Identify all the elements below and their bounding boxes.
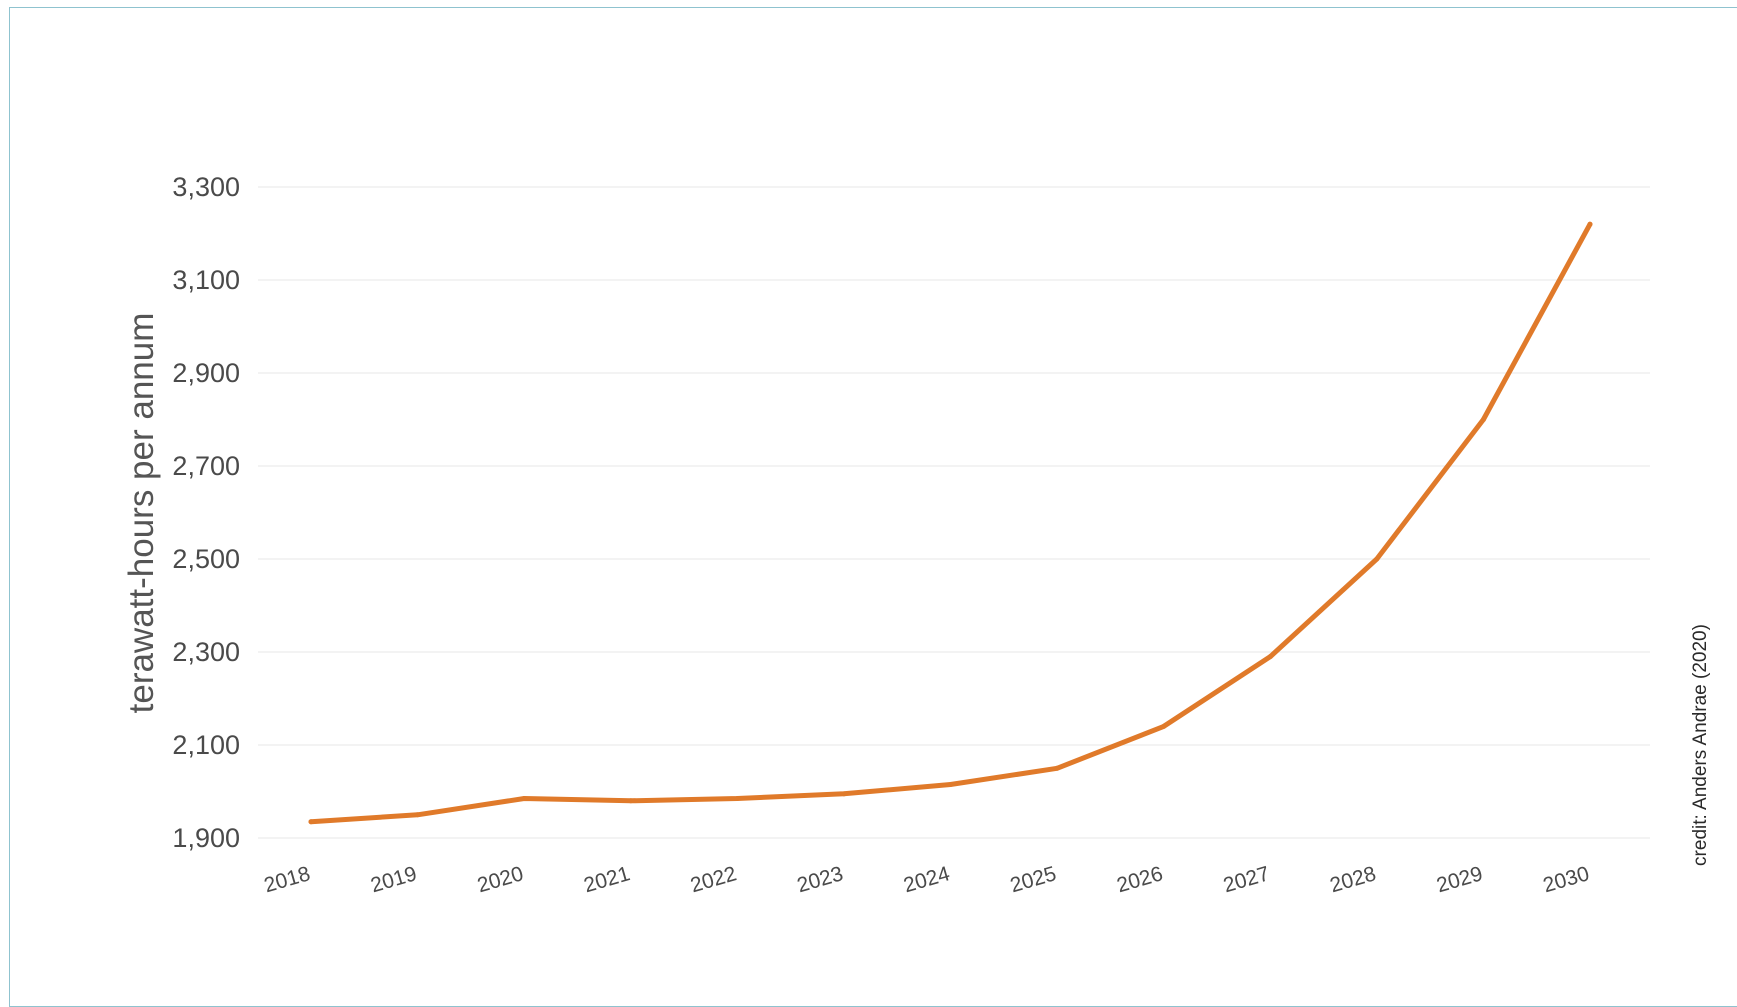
x-tick-label: 2030 [1541,862,1592,897]
x-tick-label: 2021 [581,862,632,897]
y-tick-label: 1,900 [172,823,240,853]
x-axis-ticks: 2018 2019 2020 2021 2022 2023 2024 2025 2026 2027… [262,862,1592,897]
x-tick-label: 2026 [1114,862,1165,897]
data-point-2028 [1374,556,1380,562]
y-tick-label: 2,900 [172,358,240,388]
y-tick-label: 3,300 [172,172,240,202]
x-tick-label: 2027 [1221,862,1272,897]
y-tick-label: 2,300 [172,637,240,667]
series-layer [308,221,1593,825]
data-point-2022 [734,795,740,801]
x-tick-label: 2025 [1008,862,1059,897]
series-line-0 [308,221,1593,825]
x-tick-label: 2020 [475,862,526,897]
x-tick-label: 2029 [1434,862,1485,897]
credit-text: credit: Anders Andrae (2020) [1690,624,1711,866]
x-tick-label: 2022 [688,862,739,897]
y-axis-ticks: 1,900 2,100 2,300 2,500 2,700 2,900 3,100 3,300 [172,172,240,853]
data-point-2029 [1480,417,1486,422]
data-point-2019 [415,812,421,818]
data-point-2026 [1161,723,1167,729]
y-tick-label: 2,500 [172,544,240,574]
data-point-2027 [1267,654,1273,660]
x-tick-label: 2018 [262,862,313,897]
data-point-2018 [308,819,314,825]
data-point-2024 [948,782,953,788]
line-chart: 1,900 2,100 2,300 2,500 2,700 2,900 3,100 3,300… [122,172,1711,897]
data-point-2023 [841,791,847,797]
x-tick-label: 2028 [1327,862,1378,897]
data-point-2030 [1587,221,1593,227]
data-point-2025 [1054,765,1060,771]
gridlines [258,186,1650,839]
y-tick-label: 2,100 [172,730,240,760]
x-tick-label: 2019 [368,862,419,897]
y-axis-label: terawatt-hours per annum [122,313,161,714]
data-point-2020 [521,795,527,801]
data-point-2021 [628,798,634,804]
y-tick-label: 3,100 [172,265,240,295]
x-tick-label: 2024 [901,862,953,897]
x-tick-label: 2023 [795,862,846,897]
y-tick-label: 2,700 [172,451,240,481]
